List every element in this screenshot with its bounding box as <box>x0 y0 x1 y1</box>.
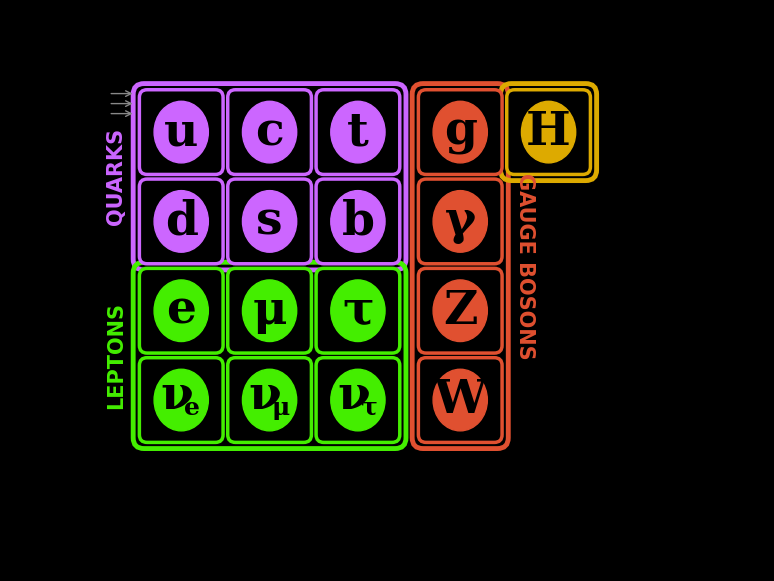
Text: τ: τ <box>361 396 377 419</box>
FancyBboxPatch shape <box>228 179 311 264</box>
Ellipse shape <box>433 370 488 431</box>
Ellipse shape <box>154 280 208 342</box>
Text: ν: ν <box>337 373 370 419</box>
FancyBboxPatch shape <box>139 358 223 442</box>
Text: W: W <box>433 377 487 423</box>
Text: Z: Z <box>443 288 478 333</box>
FancyBboxPatch shape <box>507 89 591 174</box>
Ellipse shape <box>242 191 296 252</box>
Text: s: s <box>256 198 283 245</box>
FancyBboxPatch shape <box>139 179 223 264</box>
FancyBboxPatch shape <box>419 268 502 353</box>
Ellipse shape <box>433 280 488 342</box>
Text: e: e <box>184 396 200 419</box>
Text: d: d <box>165 198 197 245</box>
Text: c: c <box>255 109 284 155</box>
Text: γ: γ <box>444 198 476 245</box>
Text: GAUGE BOSONS: GAUGE BOSONS <box>515 173 536 360</box>
FancyBboxPatch shape <box>228 89 311 174</box>
FancyBboxPatch shape <box>228 268 311 353</box>
Text: LEPTONS: LEPTONS <box>106 302 126 409</box>
Ellipse shape <box>154 101 208 163</box>
Text: ν: ν <box>248 373 281 419</box>
Text: μ: μ <box>272 396 289 419</box>
Text: QUARKS: QUARKS <box>106 128 126 225</box>
Ellipse shape <box>330 101 385 163</box>
FancyBboxPatch shape <box>316 268 400 353</box>
Ellipse shape <box>242 280 296 342</box>
Ellipse shape <box>433 191 488 252</box>
Text: b: b <box>341 198 375 245</box>
FancyBboxPatch shape <box>316 358 400 442</box>
FancyBboxPatch shape <box>139 268 223 353</box>
Text: g: g <box>444 109 477 155</box>
Text: t: t <box>347 109 369 155</box>
Text: u: u <box>164 109 198 155</box>
Text: e: e <box>166 288 197 333</box>
FancyBboxPatch shape <box>139 89 223 174</box>
FancyBboxPatch shape <box>316 179 400 264</box>
Text: μ: μ <box>252 288 287 333</box>
Text: H: H <box>526 109 571 155</box>
Text: τ: τ <box>342 288 374 333</box>
Ellipse shape <box>242 101 296 163</box>
FancyBboxPatch shape <box>228 358 311 442</box>
Ellipse shape <box>433 101 488 163</box>
Text: ν: ν <box>160 373 193 419</box>
Ellipse shape <box>522 101 576 163</box>
Ellipse shape <box>154 191 208 252</box>
FancyBboxPatch shape <box>316 89 400 174</box>
FancyBboxPatch shape <box>419 179 502 264</box>
FancyBboxPatch shape <box>419 89 502 174</box>
Ellipse shape <box>330 191 385 252</box>
Ellipse shape <box>330 370 385 431</box>
Ellipse shape <box>242 370 296 431</box>
FancyBboxPatch shape <box>419 358 502 442</box>
Ellipse shape <box>154 370 208 431</box>
Ellipse shape <box>330 280 385 342</box>
